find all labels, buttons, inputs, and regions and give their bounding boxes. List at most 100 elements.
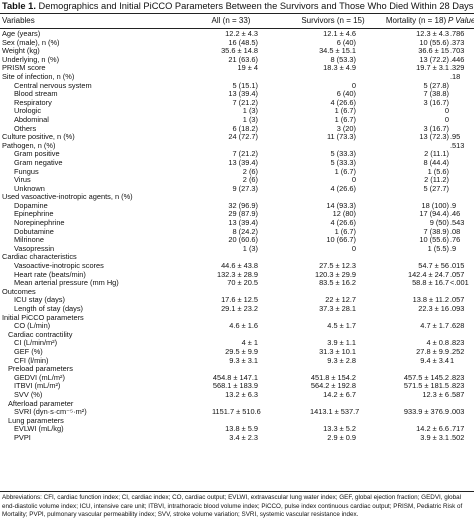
cell-survivors: 18.3 ± 4.9: [323, 63, 356, 73]
header-mortality: Mortality (n = 18): [385, 16, 447, 25]
table-row: ITBVI (mL/m²) 568.1 ± 183.9 564.2 ± 192.8 5…: [0, 382, 474, 391]
table-row: Others 6 (18.2) 3 (20) 3 (16.7): [0, 123, 474, 134]
cell-survivors: 27.5 ± 12.3: [319, 261, 356, 271]
cell-survivors: 4 (26.6): [330, 97, 356, 107]
cell-survivors: 3 (20): [336, 123, 356, 133]
row-label: Fungus: [14, 166, 39, 176]
row-label: GEF (%): [14, 346, 43, 356]
cell-survivors: 1413.1 ± 537.7: [310, 407, 360, 417]
cell-survivors: 451.8 ± 154.2: [310, 372, 356, 382]
cell-all: 13 (39.4): [228, 89, 258, 99]
cell-p-value: <.001: [450, 278, 469, 288]
table-row: Culture positive, n (%) 24 (72.7) 11 (73.3…: [0, 133, 474, 142]
row-label: SVRI (dyn·s·cm⁻⁵·m²): [14, 407, 87, 417]
cell-all: 9 (27.3): [232, 183, 258, 193]
table-row: Blood stream 13 (39.4) 6 (40) 7 (38.8): [0, 90, 474, 99]
cell-all: 9.3 ± 3.1: [229, 355, 258, 365]
cell-all: 132.3 ± 28.9: [216, 269, 258, 279]
row-label: ITBVI (mL/m²): [14, 381, 61, 391]
cell-survivors: 4 (26.6): [330, 218, 356, 228]
cell-p-value: .823: [450, 338, 465, 348]
cell-all: 7 (21.2): [232, 149, 258, 159]
row-label: Dobutamine: [14, 226, 54, 236]
cell-all: 17.6 ± 12.5: [221, 295, 258, 305]
cell-survivors: 564.2 ± 192.8: [310, 381, 356, 391]
table-caption: Demographics and Initial PiCCO Parameter…: [35, 1, 474, 11]
cell-survivors: 11 (73.3): [326, 132, 356, 142]
cell-mortality: 9 (50): [429, 218, 449, 228]
cell-mortality: 7 (38.8): [423, 89, 449, 99]
row-label: Initial PiCCO parameters: [2, 312, 84, 322]
cell-all: 16 (48.5): [228, 37, 258, 47]
cell-survivors: 10 (66.7): [326, 235, 356, 245]
cell-p-value: .823: [450, 381, 465, 391]
cell-p-value: .329: [450, 63, 465, 73]
cell-p-value: 1: [450, 355, 455, 365]
cell-all: 5 (15.1): [232, 80, 258, 90]
table-row: Virus 2 (6) 0 2 (11.2): [0, 175, 474, 185]
cell-all: 29.1 ± 23.2: [221, 304, 258, 313]
cell-survivors: 3.9 ± 1.1: [327, 338, 356, 348]
table-row: Lung parameters: [0, 416, 474, 426]
row-label: Preload parameters: [8, 364, 73, 374]
cell-survivors: 12.1 ± 4.6: [323, 29, 356, 38]
cell-all: 29.5 ± 9.9: [225, 346, 258, 356]
cell-survivors: 14 (93.3): [326, 200, 356, 210]
cell-survivors: 5 (33.3): [330, 149, 356, 159]
cell-all: 2 (6): [242, 175, 258, 185]
table-row: GEDVI (mL/m²) 454.8 ± 147.1 451.8 ± 154.2 4…: [0, 372, 474, 383]
cell-p-value: .252: [450, 346, 465, 356]
cell-all: 568.1 ± 183.9: [212, 381, 258, 391]
table-row: Central nervous system 5 (15.1) 0 5 (27.8): [0, 80, 474, 91]
cell-p-value: .513: [450, 140, 465, 150]
cell-p-value: .543: [450, 218, 465, 228]
table-row: Fungus 2 (6) 1 (6.7) 1 (5.6): [0, 166, 474, 177]
row-label: Unknown: [14, 183, 45, 193]
cell-survivors: 83.5 ± 16.2: [319, 278, 356, 288]
cell-survivors: 1 (6.7): [334, 106, 356, 116]
cell-mortality: 22.3 ± 16: [418, 304, 449, 313]
table-title: Table 1. Demographics and Initial PiCCO …: [2, 1, 474, 12]
row-label: Epinephrine: [14, 209, 54, 219]
cell-survivors: 120.3 ± 29.9: [314, 269, 356, 279]
cell-survivors: 14.2 ± 6.7: [323, 389, 356, 399]
table-row: CO (L/min) 4.6 ± 1.6 4.5 ± 1.7 4.7 ± 1.7.62…: [0, 322, 474, 331]
cell-mortality: 18 (100): [421, 200, 449, 210]
cell-survivors: 2.9 ± 0.9: [327, 432, 356, 442]
cell-p-value: .057: [450, 269, 465, 279]
table-row: Preload parameters: [0, 365, 474, 374]
cell-p-value: .628: [450, 321, 465, 331]
cell-all: 20 (60.6): [228, 235, 258, 245]
table-row: Heart rate (beats/min) 132.3 ± 28.9 120.3 …: [0, 269, 474, 280]
cell-all: 19 ± 4: [237, 63, 259, 73]
table-row: CFI (l/min) 9.3 ± 3.1 9.3 ± 2.8 9.4 ± 3.4 1: [0, 355, 474, 366]
cell-all: 8 (24.2): [232, 226, 258, 236]
cell-mortality: 36.6 ± 15: [418, 46, 449, 56]
row-label: Blood stream: [14, 89, 58, 99]
cell-all: 13.2 ± 6.3: [225, 389, 258, 399]
row-label: Sex (male), n (%): [2, 37, 60, 47]
cell-mortality: 8 (44.4): [423, 157, 449, 167]
table-row: Cardiac characteristics: [0, 253, 474, 262]
cell-all: 1 (3): [242, 106, 258, 116]
table-row: Pathogen, n (%) .513: [0, 140, 474, 151]
row-label: Abdominal: [14, 114, 49, 124]
cell-mortality: 10 (55.6): [419, 37, 449, 47]
cell-survivors: 1 (6.7): [334, 166, 356, 176]
table-row: PVPI 3.4 ± 2.3 2.9 ± 0.9 3.9 ± 3.1.502: [0, 432, 474, 443]
row-label: Pathogen, n (%): [2, 140, 56, 150]
cell-mortality: 3.9 ± 3.1: [420, 432, 449, 442]
cell-survivors: 6 (40): [336, 37, 356, 47]
table-row: Weight (kg) 35.6 ± 14.8 34.5 ± 15.1 36.6 ± …: [0, 47, 474, 56]
cell-survivors: 0: [351, 175, 356, 185]
row-label: PRISM score: [2, 63, 46, 73]
cell-p-value: .46: [450, 209, 461, 219]
row-label: Mean arterial pressure (mm Hg): [14, 278, 119, 288]
bottom-rule: [0, 491, 474, 492]
cell-all: 24 (72.7): [228, 132, 258, 142]
cell-mortality: 2 (11.1): [424, 149, 449, 159]
table-row: EVLWI (mL/kg) 13.8 ± 5.9 13.3 ± 5.2 14.2 ± …: [0, 425, 474, 434]
row-label: Gram negative: [14, 157, 63, 167]
cell-survivors: 31.3 ± 10.1: [319, 346, 356, 356]
table-row: Epinephrine 29 (87.9) 12 (80) 17 (94.4) .46: [0, 210, 474, 219]
